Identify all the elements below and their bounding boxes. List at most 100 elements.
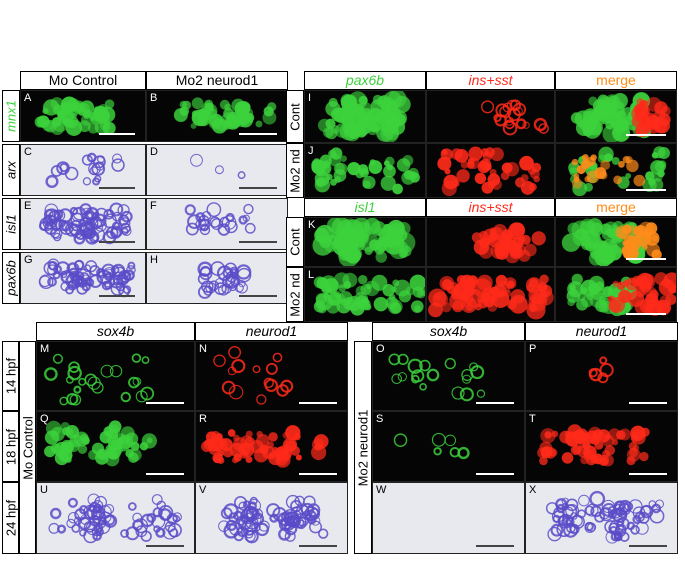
tissue-blob [510,242,526,258]
panel-U-image [48,493,182,544]
cell-outline [67,497,78,508]
cell-outline [71,523,81,533]
panel-letter: P [529,343,537,355]
tissue-blob [460,160,469,169]
cell-outline [476,389,486,398]
cell-outline [80,207,95,222]
rt-row-label-0: Cont [286,90,304,143]
tissue-blob [369,122,380,133]
panel-letter: G [24,254,33,266]
cell-outline [206,202,222,218]
tissue-blob [191,110,199,118]
tissue-blob [359,167,369,178]
panel-W-image [373,483,524,553]
panel-X-image [545,490,665,544]
cell-outline [589,490,606,507]
tissue-blob [380,122,390,132]
cell-outline [263,377,274,389]
cell-outline [153,525,161,533]
tissue-blob [317,304,327,314]
header-sox4b-right: sox4b [372,322,525,341]
tissue-blob [354,292,369,306]
tissue-blob [118,433,125,440]
panel-I-green: I [304,90,426,143]
panel-letter: U [40,484,48,496]
tissue-blob [191,97,204,110]
panel-letter: I [308,92,312,104]
panel-B: B [146,90,288,142]
panel-I-red [426,90,555,143]
tissue-blob [357,109,376,128]
cell-outline [121,227,129,236]
scale-bar [239,133,277,135]
tissue-blob [360,283,372,295]
tissue-blob [370,99,385,114]
tissue-blob [409,274,425,291]
panel-X: X [525,482,678,554]
cell-outline [151,494,163,505]
header-merge-1: merge [555,71,677,90]
tissue-blob [491,179,502,190]
cell-outline [238,501,248,511]
cell-outline [120,391,131,403]
cell-outline [89,166,99,175]
cell-outline [213,354,226,368]
tissue-blob [636,230,652,247]
tissue-blob [603,221,619,236]
tissue-blob [587,285,595,293]
rt-row-label-1-text: Mo2 nd [287,148,303,193]
cell-outline [67,365,82,381]
cell-outline [97,520,106,529]
panel-K-merge-image [561,218,662,266]
cell-outline [244,222,256,234]
tissue-blob [537,447,549,459]
cell-outline [397,353,409,366]
tissue-blob [639,273,656,290]
panel-T: T [525,411,678,482]
header-merge-2: merge [555,198,677,217]
cell-outline [152,507,163,518]
tissue-blob [653,172,663,182]
tissue-blob [636,98,645,106]
cell-outline [225,212,235,223]
tissue-blob [588,113,600,125]
tissue-blob [604,153,613,162]
cell-outline [88,274,103,288]
tissue-blob [327,292,342,306]
scale-bar [146,402,184,404]
tissue-blob [373,296,389,312]
cell-outline [397,372,407,382]
group-label-mo-control: Mo Control [19,341,36,554]
tissue-blob [311,444,327,461]
cell-outline [302,510,312,520]
tissue-blob [375,239,388,252]
cell-outline [81,230,91,240]
tissue-blob [368,160,383,175]
cell-outline [91,381,104,394]
row-label-2-text: isl1 [3,214,19,234]
tissue-blob [637,106,650,120]
cell-outline [599,356,608,365]
tissue-blob [571,178,583,189]
cell-outline [81,154,93,166]
tissue-blob [639,451,649,462]
tissue-blob [604,445,616,456]
cell-outline [112,211,122,222]
rt-row-label-0-text: Cont [287,102,303,131]
tissue-blob [572,229,590,247]
tissue-blob [325,127,338,140]
tissue-blob [105,451,120,467]
tissue-blob [567,281,584,298]
cell-outline [50,227,63,239]
cell-outline [102,230,117,245]
tissue-blob [67,98,80,111]
scale-bar [629,402,667,404]
tissue-blob [616,430,626,440]
panel-A: A [20,90,146,142]
cell-outline [66,392,79,406]
tissue-blob [99,119,111,131]
tissue-blob [531,162,542,173]
tissue-blob [661,278,672,288]
panel-O: O [372,341,525,411]
tissue-blob [597,429,611,443]
